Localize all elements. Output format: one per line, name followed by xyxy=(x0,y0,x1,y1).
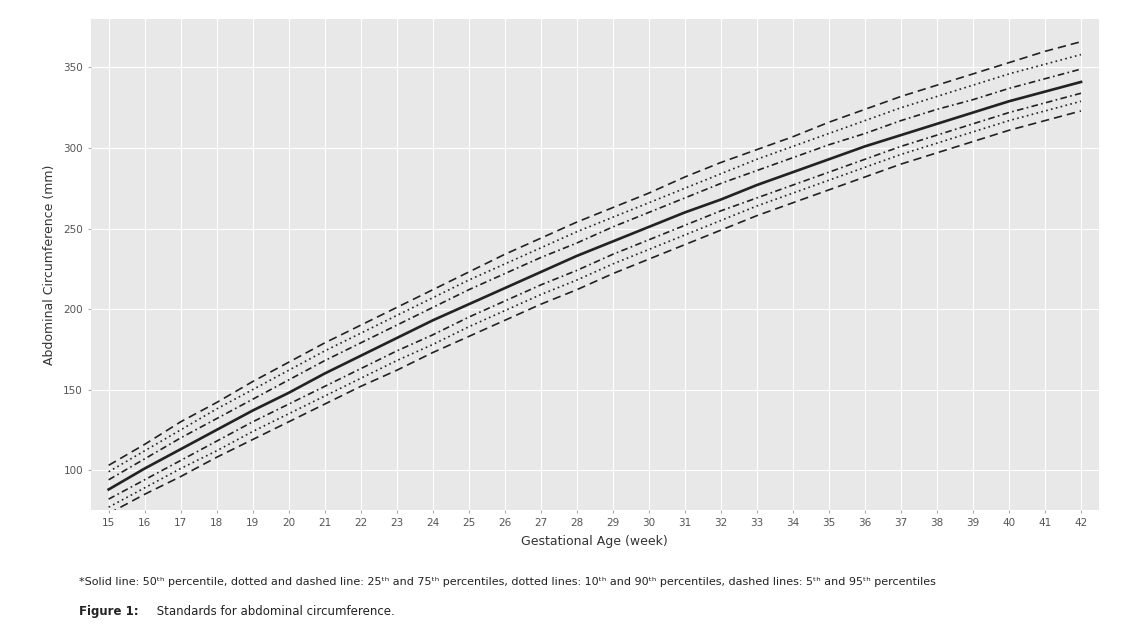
Text: Figure 1:: Figure 1: xyxy=(79,605,139,618)
Y-axis label: Abdominal Circumference (mm): Abdominal Circumference (mm) xyxy=(43,165,57,365)
Text: Standards for abdominal circumference.: Standards for abdominal circumference. xyxy=(153,605,394,618)
Text: *Solid line: 50ᵗʰ percentile, dotted and dashed line: 25ᵗʰ and 75ᵗʰ percentiles,: *Solid line: 50ᵗʰ percentile, dotted and… xyxy=(79,577,936,588)
X-axis label: Gestational Age (week): Gestational Age (week) xyxy=(521,535,668,548)
